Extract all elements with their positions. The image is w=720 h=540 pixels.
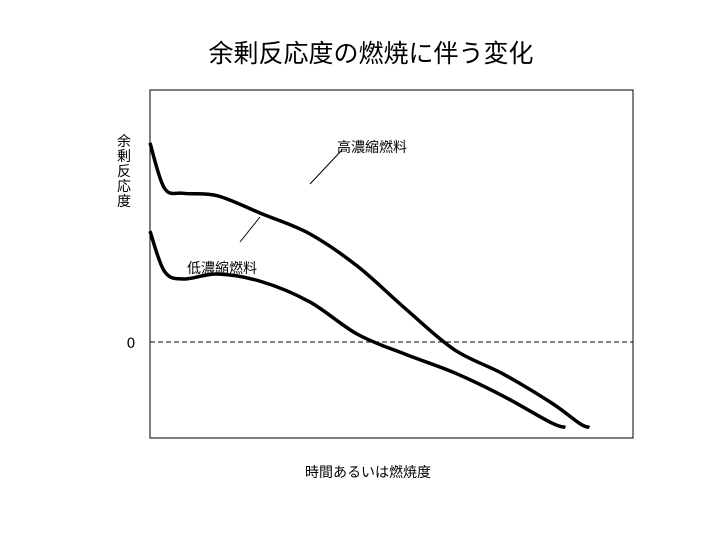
- x-axis-label: 時間あるいは燃焼度: [305, 464, 431, 481]
- plot-frame: [149, 89, 634, 439]
- series-label-low-enriched: 低濃縮燃料: [187, 260, 257, 277]
- series-layer: [148, 142, 591, 430]
- y-axis-label: 余剰反応度: [117, 133, 131, 210]
- leader-line-high-enriched: [309, 150, 342, 185]
- series-line-low-enriched: [148, 230, 566, 430]
- series-label-high-enriched: 高濃縮燃料: [337, 139, 407, 156]
- zero-tick-label: 0: [127, 336, 136, 352]
- chart-title: 余剰反応度の燃焼に伴う変化: [208, 39, 533, 68]
- leader-line-low-enriched: [239, 216, 261, 243]
- series-line-high-enriched: [148, 142, 591, 430]
